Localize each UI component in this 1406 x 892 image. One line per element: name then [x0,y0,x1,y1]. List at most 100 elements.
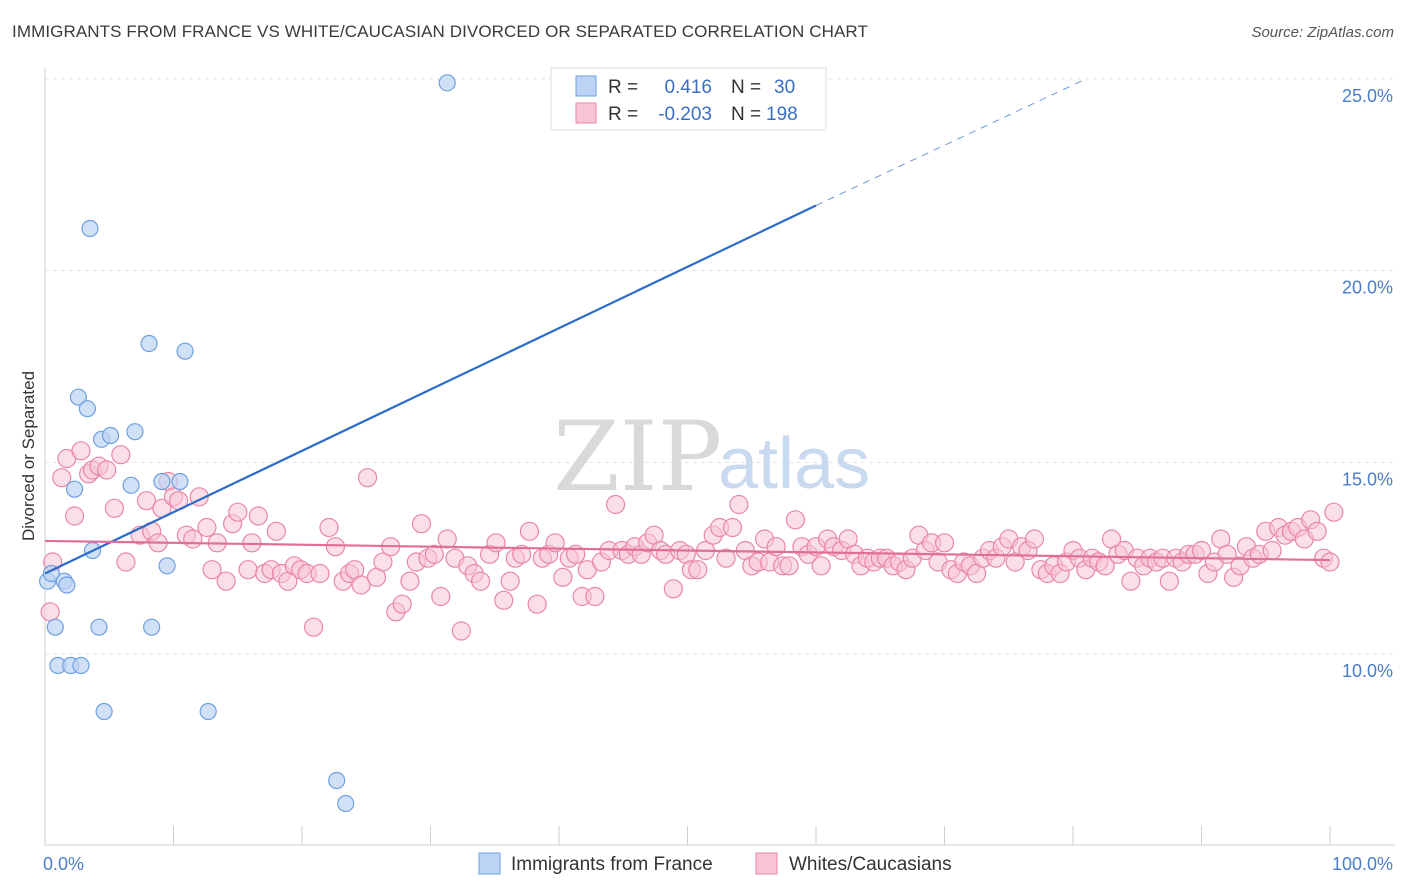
whites-caucasians-point [663,579,683,599]
watermark-atlas: atlas [718,424,870,504]
legend-swatch-pink [575,102,597,124]
whites-caucasians-point [104,498,124,518]
whites-caucasians-point [411,514,432,534]
immigrants-from-france-point [140,334,158,353]
immigrants-from-france-point [158,557,176,575]
trend-line-whites-caucasians [44,539,1331,562]
immigrants-from-france-point [69,388,88,406]
whites-caucasians-point [71,441,91,461]
trend-line-immigrants-from-france-projection [815,78,1087,206]
whites-caucasians-point [1024,529,1045,549]
source-label: Source: ZipAtlas.com [1251,24,1394,41]
immigrants-from-france-point [46,618,64,636]
whites-caucasians-point [97,460,117,480]
whites-caucasians-point [934,533,955,553]
y-tick-labels: 10.0% 15.0% 20.0% 25.0% [1342,86,1393,681]
immigrants-from-france-point [337,794,355,813]
whites-caucasians-point [424,544,444,564]
whites-caucasians-point [392,594,412,614]
legend-box: R = 0.416 N = 30 R = -0.203 N = 198 [550,67,827,131]
immigrants-from-france-point [65,480,84,498]
trend-lines [44,78,1331,575]
immigrants-from-france-point [126,423,144,441]
axes [44,68,1395,846]
whites-caucasians-point [202,560,222,580]
x-ticks [173,826,1331,845]
y-tick-label: 20.0% [1342,278,1393,298]
whites-caucasians-point [688,560,708,580]
whites-caucasians-point [431,586,451,607]
whites-caucasians-point [373,552,393,572]
whites-caucasians-point [1320,552,1340,572]
whites-caucasians-point [228,502,248,522]
whites-caucasians-point [722,517,743,538]
whites-caucasians-point [266,521,286,541]
whites-caucasians-point [1262,540,1282,561]
immigrants-from-france-point [101,426,120,445]
whites-caucasians-point [310,563,330,584]
whites-caucasians-point [238,560,258,580]
whites-caucasians-point [729,494,749,515]
y-tick-label: 10.0% [1342,661,1393,681]
watermark-zip: ZIP [553,401,722,513]
whites-caucasians-point [471,571,491,591]
chart-title: IMMIGRANTS FROM FRANCE VS WHITE/CAUCASIA… [12,22,868,41]
immigrants-from-france-point [58,576,76,594]
immigrants-from-france-point [171,472,189,491]
immigrants-from-france-point [72,656,90,675]
whites-caucasians-point [351,575,371,595]
whites-caucasians-point [1159,571,1179,591]
whites-caucasians-points [40,441,1344,641]
bottom-legend-label-blue: Immigrants from France [511,854,713,875]
bottom-legend-swatch-blue [478,852,501,875]
immigrants-from-france-point [81,219,99,238]
whites-caucasians-point [111,445,131,465]
legend-r-value-blue: 0.416 [664,77,712,98]
whites-caucasians-point [319,517,339,538]
immigrants-from-france-point [176,342,194,360]
whites-caucasians-point [136,491,157,511]
x-tick-labels: 0.0% 100.0% [43,854,1393,874]
legend-r-label-blue: R = [608,77,638,98]
whites-caucasians-point [545,533,565,553]
whites-caucasians-point [64,506,85,526]
x-tick-label: 100.0% [1332,854,1393,874]
immigrants-from-france-point [78,400,97,418]
bottom-legend-swatch-pink [755,852,778,875]
bottom-legend-label-pink: Whites/Caucasians [789,854,952,875]
x-tick-label: 0.0% [43,854,84,874]
legend-r-value-pink: -0.203 [658,104,712,125]
whites-caucasians-point [519,521,540,541]
whites-caucasians-point [40,602,60,622]
legend-n-label-blue: N = [731,77,761,98]
immigrants-from-france-point [438,74,456,92]
trend-line-immigrants-from-france [44,204,817,575]
immigrants-from-france-point [143,618,161,636]
bottom-legend: Immigrants from France Whites/Caucasians [478,852,952,875]
whites-caucasians-point [779,556,799,576]
whites-caucasians-point [437,529,457,549]
whites-caucasians-point [116,552,136,572]
whites-caucasians-point [486,533,506,553]
legend-swatch-blue [575,75,597,97]
whites-caucasians-point [1191,540,1212,561]
whites-caucasians-point [785,510,806,530]
whites-caucasians-point [303,617,324,637]
y-tick-label: 25.0% [1342,86,1393,106]
whites-caucasians-point [248,506,268,526]
legend-frame [550,67,827,131]
whites-caucasians-point [605,494,626,515]
whites-caucasians-point [716,548,736,568]
legend-n-label-pink: N = [731,104,761,125]
whites-caucasians-point [216,571,236,591]
immigrants-from-france-point [122,476,140,494]
whites-caucasians-point [1324,502,1344,522]
whites-caucasians-point [197,517,217,538]
watermark: ZIP atlas [553,401,870,513]
whites-caucasians-point [527,594,547,614]
whites-caucasians-point [500,571,520,591]
immigrants-from-france-point [328,771,346,790]
immigrants-from-france-point [90,618,108,636]
whites-caucasians-point [451,621,471,641]
